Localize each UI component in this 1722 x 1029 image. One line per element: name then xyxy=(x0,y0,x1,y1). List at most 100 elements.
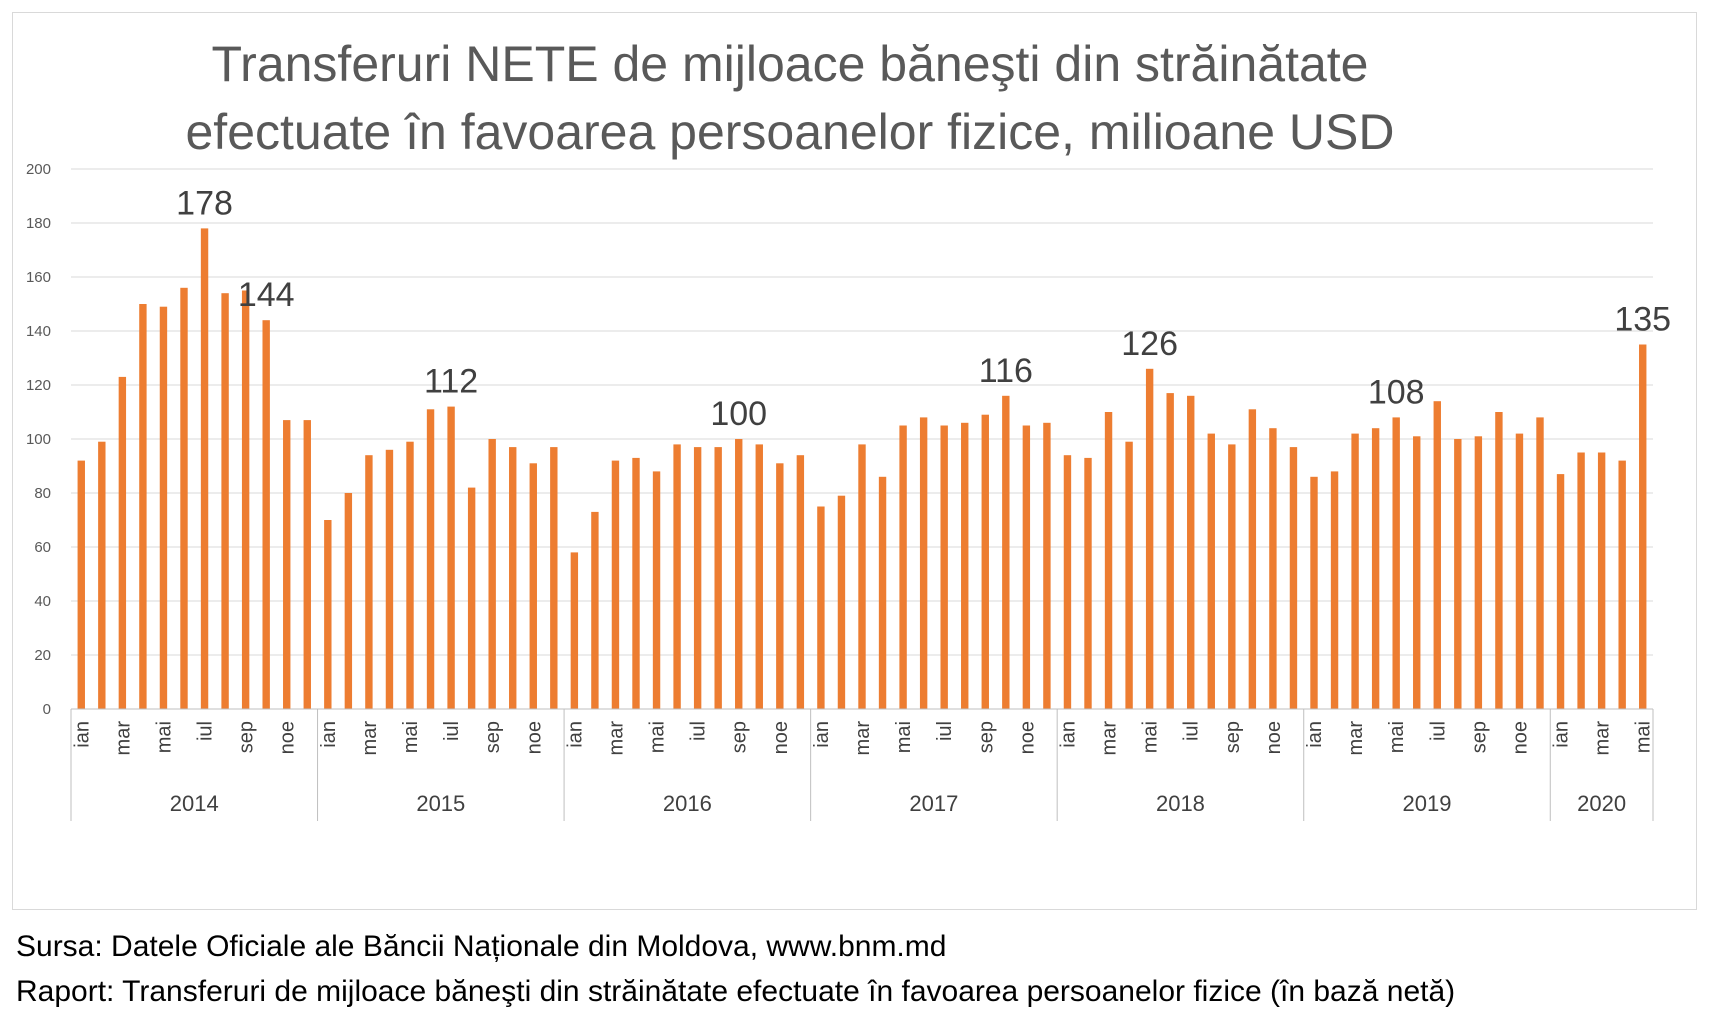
x-tick-label: noe xyxy=(1016,721,1038,754)
year-label: 2014 xyxy=(170,791,219,816)
x-tick-label: ian xyxy=(318,721,340,748)
bar xyxy=(1433,401,1441,709)
bar xyxy=(1043,422,1051,709)
chart-title-line-2: efectuate în favoarea persoanelor fizice… xyxy=(186,104,1395,160)
bar xyxy=(1536,417,1544,709)
x-tick-label: mar xyxy=(112,721,134,756)
bar xyxy=(488,439,496,709)
data-label: 178 xyxy=(176,184,233,222)
y-tick-label: 20 xyxy=(34,647,51,664)
bar xyxy=(262,320,270,709)
x-tick-label: iul xyxy=(195,721,217,741)
x-tick-label: iul xyxy=(934,721,956,741)
bars xyxy=(77,228,1647,709)
x-tick-label: sep xyxy=(1222,721,1244,753)
bar xyxy=(837,495,846,709)
bar xyxy=(98,441,106,709)
bar xyxy=(509,447,517,709)
x-tick-label: mar xyxy=(359,721,381,756)
bar xyxy=(611,460,620,709)
bar xyxy=(139,304,147,709)
x-tick-label: iul xyxy=(688,721,710,741)
bar xyxy=(1371,428,1380,709)
bar xyxy=(1084,457,1092,709)
source-note: Sursa: Datele Oficiale ale Băncii Națion… xyxy=(16,930,947,963)
bar xyxy=(878,476,887,709)
data-label: 112 xyxy=(424,363,478,401)
bar xyxy=(385,449,394,709)
bar xyxy=(858,444,866,709)
bar xyxy=(1063,455,1072,709)
x-tick-label: sep xyxy=(236,721,258,753)
bar xyxy=(344,493,353,709)
x-tick-label: iul xyxy=(1181,721,1203,741)
bar xyxy=(1413,436,1421,709)
bar xyxy=(200,228,209,709)
data-label: 144 xyxy=(238,276,295,314)
x-tick-label: ian xyxy=(1551,721,1573,748)
y-tick-label: 140 xyxy=(26,323,51,340)
bar xyxy=(1187,395,1195,709)
x-tick-label: sep xyxy=(1468,721,1490,753)
x-tick-label: sep xyxy=(975,721,997,753)
bar xyxy=(693,447,702,709)
bar xyxy=(1248,409,1257,709)
year-label: 2020 xyxy=(1577,791,1626,816)
bar xyxy=(1618,460,1626,709)
y-tick-label: 160 xyxy=(26,269,51,286)
bar xyxy=(1515,433,1524,709)
chart-frame: Transferuri NETE de mijloace băneşti din… xyxy=(12,12,1697,910)
bar xyxy=(1289,447,1298,709)
data-label: 116 xyxy=(979,352,1033,390)
bar xyxy=(961,422,969,709)
bar xyxy=(1392,417,1400,709)
x-tick-label: ian xyxy=(1057,721,1079,748)
x-tick-label: ian xyxy=(71,721,93,748)
x-tick-label: mai xyxy=(153,721,175,753)
y-tick-label: 200 xyxy=(26,161,51,178)
bar xyxy=(426,409,435,709)
bar xyxy=(940,425,948,709)
x-tick-label: mar xyxy=(852,721,874,756)
bar xyxy=(1597,452,1606,709)
x-tick-label: mar xyxy=(1099,721,1121,756)
bar xyxy=(1269,428,1277,709)
bar xyxy=(735,439,743,709)
bar xyxy=(447,406,455,709)
bar xyxy=(406,441,414,709)
year-label: 2016 xyxy=(663,791,712,816)
bar xyxy=(1166,393,1174,709)
data-label: 100 xyxy=(710,395,767,433)
y-tick-label: 60 xyxy=(34,539,51,556)
x-tick-label: mar xyxy=(1592,721,1614,756)
x-tick-label: sep xyxy=(482,721,504,753)
bar xyxy=(1310,476,1318,709)
data-label: 108 xyxy=(1368,373,1425,411)
bar xyxy=(1474,436,1483,709)
x-tick-label: iul xyxy=(1427,721,1449,741)
year-label: 2017 xyxy=(909,791,958,816)
bar xyxy=(570,552,579,709)
y-tick-label: 180 xyxy=(26,215,51,232)
x-tick-label: ian xyxy=(564,721,586,748)
bar xyxy=(919,417,928,709)
bar xyxy=(776,463,784,709)
bar xyxy=(817,506,825,709)
bar xyxy=(241,290,250,709)
x-tick-label: mai xyxy=(1386,721,1408,753)
bar xyxy=(1002,395,1010,709)
chart-title-line-1: Transferuri NETE de mijloace băneşti din… xyxy=(211,36,1368,92)
bar xyxy=(1577,452,1585,709)
y-tick-label: 0 xyxy=(43,701,51,718)
bar xyxy=(1145,368,1154,709)
x-tick-label: ian xyxy=(811,721,833,748)
bar xyxy=(303,420,311,709)
bar xyxy=(673,444,681,709)
x-tick-label: iul xyxy=(441,721,463,741)
x-tick-label: noe xyxy=(770,721,792,754)
data-labels: 178 144 112 100 116 126 108 135 xyxy=(176,184,1671,433)
x-tick-label: mai xyxy=(893,721,915,753)
bar xyxy=(1556,474,1565,709)
bar xyxy=(159,306,168,709)
bar xyxy=(1330,471,1339,709)
